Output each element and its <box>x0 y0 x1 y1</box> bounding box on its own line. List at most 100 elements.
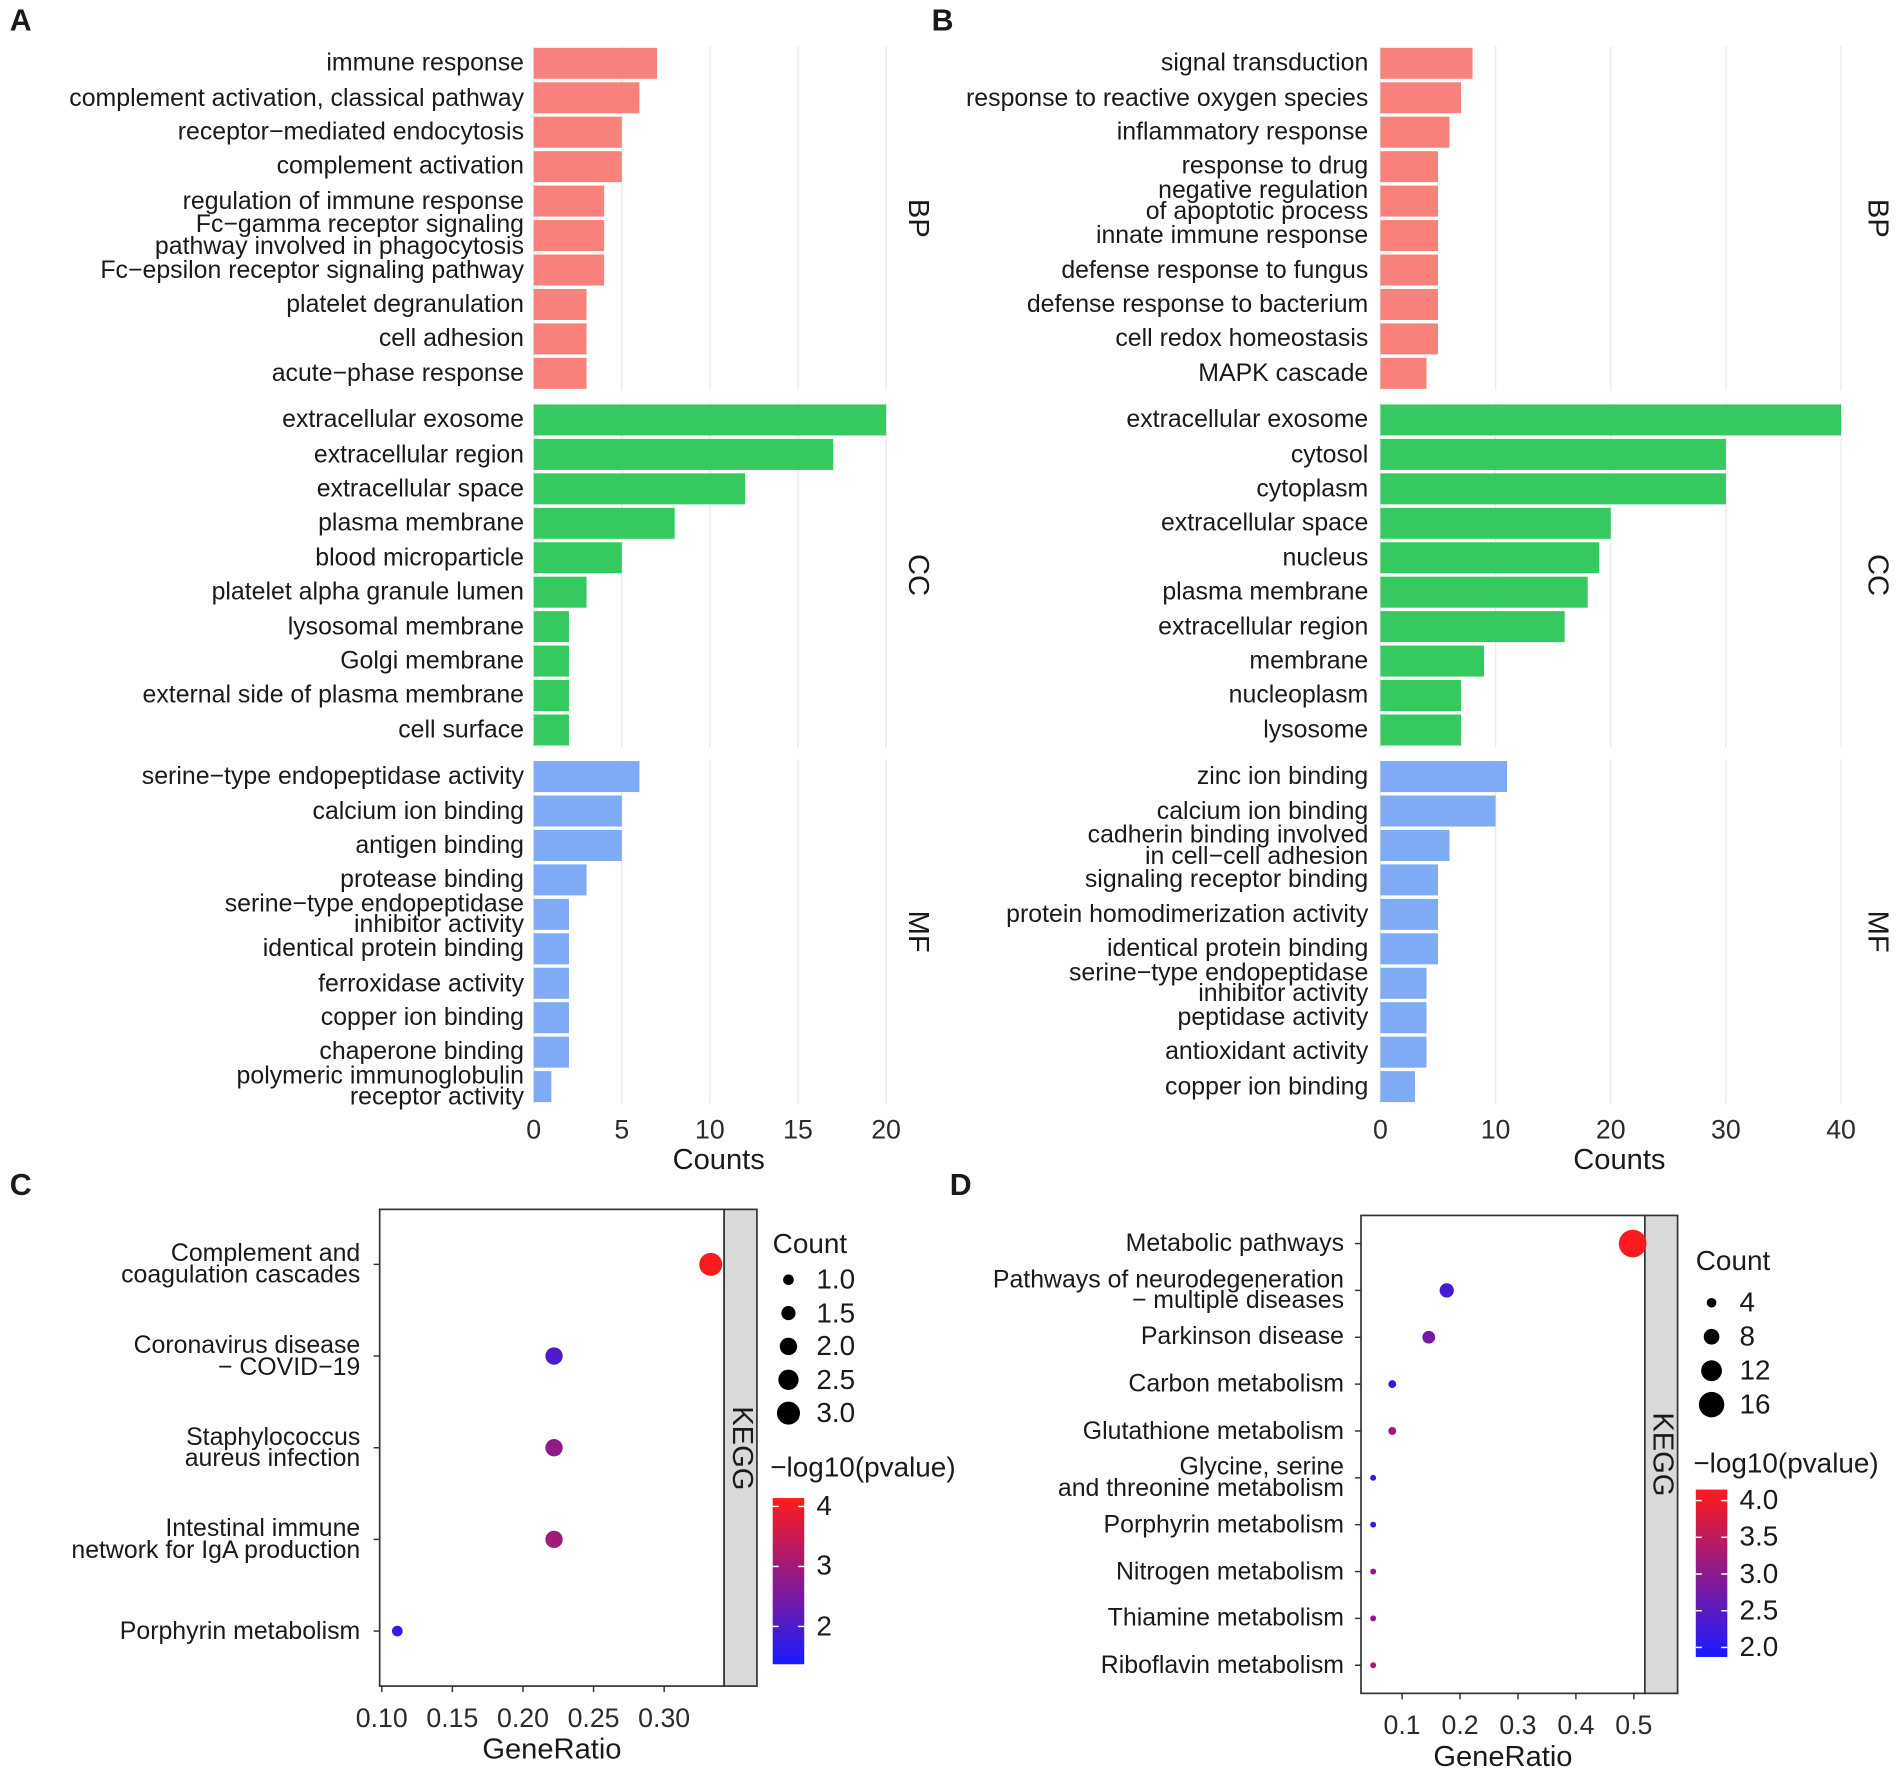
category-label: external side of plasma membrane <box>142 681 525 710</box>
legend-label: 2.5 <box>816 1362 856 1395</box>
legend-symbol <box>1698 1391 1725 1418</box>
x-tick-label: 0.10 <box>355 1702 408 1733</box>
x-tick-label: 30 <box>1711 1114 1741 1145</box>
legend-symbol <box>776 1401 800 1425</box>
bar <box>1380 151 1438 183</box>
dot <box>1439 1283 1454 1298</box>
bar <box>533 288 587 320</box>
colorbar-title: −log10(pvalue) <box>1693 1447 1879 1479</box>
facet-label: CC <box>1861 553 1894 596</box>
colorbar <box>772 1498 805 1665</box>
category-label: extracellular exosome <box>282 405 525 434</box>
category-label: Glycine, serine and threonine metabolism <box>1057 1452 1345 1503</box>
bar <box>533 151 622 183</box>
legend-symbol <box>781 1305 796 1321</box>
legend-title: Count <box>772 1227 848 1260</box>
category-label: copper ion binding <box>320 1003 525 1032</box>
x-tick-label: 0.5 <box>1615 1709 1653 1741</box>
bar <box>1380 404 1842 436</box>
category-label: Porphyrin metabolism <box>1103 1510 1345 1539</box>
category-label: extracellular space <box>316 474 525 503</box>
category-label: calcium ion binding <box>312 796 525 825</box>
x-tick-label: 0.25 <box>567 1702 620 1733</box>
x-tick-label: 0.1 <box>1383 1709 1421 1741</box>
legend-label: 1.0 <box>816 1262 856 1295</box>
legend-symbol <box>1703 1328 1720 1345</box>
category-label: complement activation, classical pathway <box>69 83 525 112</box>
category-label: cytoplasm <box>1256 474 1369 503</box>
x-tick-label: 0 <box>1372 1114 1388 1145</box>
bar <box>1380 611 1565 643</box>
category-label: cell adhesion <box>378 324 525 353</box>
category-label: copper ion binding <box>1165 1072 1369 1101</box>
legend-symbol <box>779 1337 798 1356</box>
bar <box>1380 714 1462 746</box>
bar <box>533 898 569 930</box>
category-label: MAPK cascade <box>1198 359 1369 387</box>
category-label: Carbon metabolism <box>1128 1369 1345 1398</box>
category-label: cytosol <box>1290 440 1369 468</box>
bar <box>1380 254 1438 286</box>
bar <box>1380 542 1600 574</box>
category-label: extracellular region <box>1158 612 1369 641</box>
category-label: innate immune response <box>1095 221 1369 250</box>
bar <box>1380 933 1438 965</box>
legend-label: 4 <box>1739 1285 1755 1318</box>
x-tick-label: 0.30 <box>638 1702 691 1733</box>
x-tick-label: 0.20 <box>496 1702 549 1733</box>
category-label: signaling receptor binding <box>1084 865 1369 894</box>
bar <box>1380 645 1485 677</box>
x-tick-label: 0.15 <box>426 1702 479 1733</box>
bar <box>533 323 587 355</box>
category-label: Complement and coagulation cascades <box>121 1239 361 1289</box>
dot <box>699 1252 723 1276</box>
x-tick-label: 5 <box>614 1114 630 1145</box>
bar <box>1380 1071 1415 1103</box>
category-label: cell surface <box>398 715 525 744</box>
bar <box>533 645 569 677</box>
category-label: identical protein binding <box>262 934 525 963</box>
bar <box>1380 795 1496 827</box>
category-label: acute−phase response <box>271 359 525 387</box>
category-label: Metabolic pathways <box>1125 1229 1345 1258</box>
colorbar-label: 2.0 <box>1739 1630 1779 1663</box>
bar <box>533 47 658 79</box>
category-label: protease binding <box>340 865 525 894</box>
x-axis-title: GeneRatio <box>482 1733 622 1766</box>
category-label: cadherin binding involved in cell−cell a… <box>1087 820 1369 870</box>
bar <box>533 1071 552 1103</box>
bar <box>1380 357 1427 389</box>
bar <box>533 507 675 539</box>
legend-symbol <box>783 1274 794 1286</box>
dot <box>545 1530 563 1549</box>
bar <box>533 967 569 999</box>
category-label: cell redox homeostasis <box>1115 324 1369 353</box>
category-label: Pathways of neurodegeneration − multiple… <box>992 1265 1345 1315</box>
dot <box>545 1347 563 1365</box>
facet-strip <box>1643 1214 1679 1695</box>
bar <box>533 542 622 574</box>
colorbar <box>1695 1489 1728 1657</box>
bar <box>533 438 834 470</box>
dot <box>1370 1568 1377 1575</box>
plot-panel <box>1360 1214 1646 1695</box>
colorbar-label: 2 <box>816 1609 832 1642</box>
bar <box>533 254 605 286</box>
x-tick-label: 10 <box>1480 1114 1511 1145</box>
category-label: plasma membrane <box>1162 577 1369 606</box>
facet-label: MF <box>901 910 935 953</box>
legend-symbol <box>778 1369 799 1390</box>
colorbar-label: 3 <box>816 1549 832 1582</box>
category-label: identical protein binding <box>1106 934 1369 963</box>
category-label: platelet alpha granule lumen <box>211 577 525 606</box>
category-label: negative regulation of apoptotic process <box>1145 176 1369 226</box>
colorbar-label: 2.5 <box>1739 1593 1779 1626</box>
category-label: Riboflavin metabolism <box>1100 1650 1345 1679</box>
category-label: response to drug <box>1181 152 1369 181</box>
category-label: extracellular space <box>1160 508 1369 537</box>
bar <box>1380 47 1473 79</box>
category-label: Intestinal immune network for IgA produc… <box>71 1514 361 1564</box>
category-label: inflammatory response <box>1116 117 1369 146</box>
x-tick-label: 40 <box>1826 1114 1856 1145</box>
